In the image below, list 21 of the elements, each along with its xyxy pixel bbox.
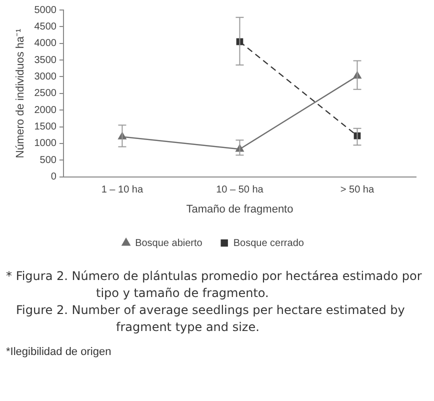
y-tick-label: 3500 (34, 54, 57, 66)
legend-label: Bosque abierto (135, 238, 203, 249)
caption: Figure 2. Number of average seedlings per hectare estimated by fragment type and size. (15, 302, 406, 336)
y-tick-label: 4000 (34, 38, 57, 50)
y-tick-label: 4500 (34, 21, 57, 32)
text: *Ilegibilidad de origen (6, 345, 112, 360)
y-tick-label: 1500 (34, 122, 57, 133)
y-tick-label: 1000 (34, 138, 57, 150)
text: * Figura 2. Número de plántulas promedio por hectárea estimado por tipo y tamaño de fragmento. (6, 268, 423, 302)
y-tick-label: 5000 (34, 4, 57, 16)
x-tick-label: 1 – 10 ha (101, 184, 144, 196)
x-tick-label: 10 – 50 ha (216, 184, 264, 196)
x-tick-label: > 50 ha (340, 184, 374, 196)
y-tick-label: 500 (40, 154, 57, 166)
y-tick-label: 2000 (34, 104, 57, 116)
y-tick-label: 3000 (34, 71, 57, 82)
y-axis-title: Número de individuos ha⁻¹ (14, 28, 27, 158)
y-tick-label: 0 (50, 172, 57, 183)
y-tick-label: 2500 (34, 88, 57, 100)
legend-label: Bosque cerrado (233, 238, 304, 249)
x-axis-title: Tamaño de fragmento (186, 203, 294, 216)
